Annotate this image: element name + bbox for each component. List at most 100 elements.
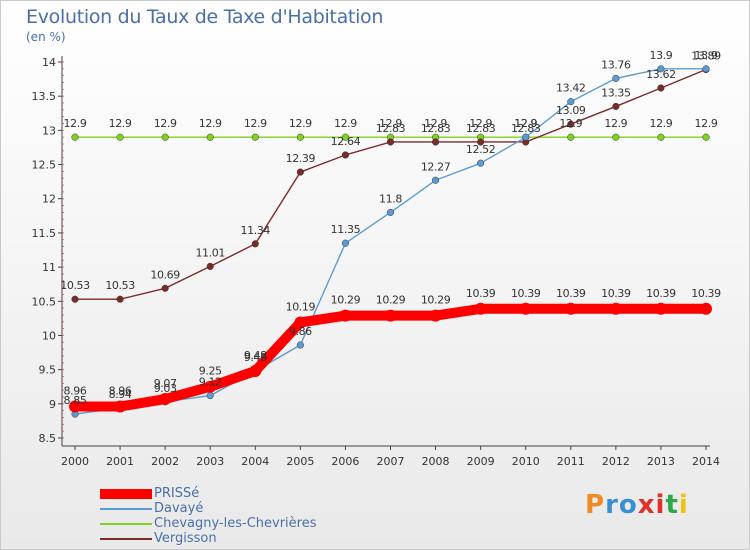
data-label: 10.19 (286, 300, 316, 313)
chart-subtitle: (en %) (26, 30, 66, 44)
data-label: 8.96 (109, 385, 132, 398)
data-point (251, 240, 259, 248)
data-point (339, 309, 352, 322)
data-label: 10.39 (646, 287, 676, 300)
data-label: 13.9 (649, 49, 672, 62)
data-point (567, 133, 575, 141)
data-label: 13.9 (695, 49, 718, 62)
x-tick-label: 2012 (602, 455, 630, 468)
data-label: 12.9 (649, 117, 672, 130)
x-tick-label: 2013 (647, 455, 675, 468)
x-tick-label: 2007 (377, 455, 405, 468)
data-point (294, 316, 307, 329)
data-label: 8.94 (109, 388, 132, 401)
data-point (161, 284, 169, 292)
data-point (654, 302, 667, 315)
data-point (296, 168, 304, 176)
data-point (474, 302, 487, 315)
data-label: 10.29 (331, 294, 361, 307)
data-label: 9.25 (199, 365, 222, 378)
data-label: 12.9 (604, 117, 627, 130)
data-point (116, 295, 124, 303)
data-point (161, 133, 169, 141)
x-tick-label: 2014 (692, 455, 720, 468)
data-point (657, 84, 665, 92)
data-label: 13.42 (556, 82, 586, 95)
legend-label: Vergisson (154, 531, 217, 546)
data-point (206, 133, 214, 141)
data-point (657, 65, 665, 73)
data-label: 9.86 (289, 325, 312, 338)
y-tick-label: 11.5 (32, 227, 57, 240)
data-label: 11.8 (379, 192, 402, 205)
y-tick-label: 11 (42, 261, 56, 274)
data-label: 13.35 (601, 86, 631, 99)
data-point (564, 302, 577, 315)
data-label: 12.9 (64, 117, 87, 130)
data-point (71, 295, 79, 303)
data-point (432, 176, 440, 184)
data-label: 10.53 (105, 279, 135, 292)
data-label: 12.9 (379, 117, 402, 130)
y-tick-label: 10.5 (32, 295, 57, 308)
y-tick-label: 13 (42, 124, 56, 137)
data-point (700, 302, 712, 315)
data-label: 13.62 (646, 68, 676, 81)
data-label: 12.9 (154, 117, 177, 130)
legend-item: Vergisson (100, 531, 317, 546)
data-label: 12.27 (421, 160, 451, 173)
data-label: 12.9 (559, 117, 582, 130)
data-point (206, 262, 214, 270)
data-point (116, 133, 124, 141)
data-label: 12.9 (514, 117, 537, 130)
x-tick-label: 2001 (106, 455, 134, 468)
x-tick-label: 2010 (512, 455, 540, 468)
data-point (567, 98, 575, 106)
chart-legend: PRISSé Davayé Chevagny-les-Chevrières Vergi… (100, 486, 317, 546)
data-label: 10.39 (601, 287, 631, 300)
y-tick-label: 9.5 (39, 364, 57, 377)
data-label: 12.83 (421, 122, 451, 135)
x-tick-label: 2011 (557, 455, 585, 468)
data-label: 12.64 (331, 135, 361, 148)
data-point (384, 309, 397, 322)
data-point (341, 133, 349, 141)
data-label: 10.39 (691, 287, 721, 300)
data-point (702, 65, 710, 73)
data-label: 13.09 (556, 104, 586, 117)
legend-swatch (100, 522, 152, 525)
legend-label: Chevagny-les-Chevrières (154, 516, 317, 531)
x-tick-label: 2008 (422, 455, 450, 468)
data-label: 12.39 (286, 152, 316, 165)
data-label: 12.52 (466, 143, 496, 156)
logo-letter: o (618, 490, 638, 520)
y-tick-label: 12 (42, 193, 56, 206)
data-label: 12.9 (109, 117, 132, 130)
data-point (341, 151, 349, 159)
data-point (519, 302, 532, 315)
data-point (567, 120, 575, 128)
y-tick-label: 14 (42, 56, 56, 69)
legend-swatch (100, 488, 152, 499)
x-tick-label: 2000 (61, 455, 89, 468)
legend-swatch (100, 537, 152, 540)
data-label: 9.03 (154, 382, 177, 395)
data-label: 10.39 (466, 287, 496, 300)
data-label: 12.9 (424, 117, 447, 130)
data-label: 10.53 (60, 279, 90, 292)
legend-swatch (100, 507, 152, 510)
data-point (341, 239, 349, 247)
data-label: 12.9 (695, 117, 718, 130)
data-point (429, 309, 442, 322)
data-point (386, 208, 395, 216)
legend-label: Davayé (154, 501, 204, 516)
legend-item: Chevagny-les-Chevrières (100, 516, 317, 531)
logo-letter: x (637, 490, 656, 520)
y-tick-label: 13.5 (32, 90, 57, 103)
x-tick-label: 2009 (467, 455, 495, 468)
x-tick-label: 2003 (196, 455, 224, 468)
data-point (612, 74, 620, 82)
data-label: 9.48 (244, 349, 267, 362)
data-label: 12.83 (376, 122, 406, 135)
